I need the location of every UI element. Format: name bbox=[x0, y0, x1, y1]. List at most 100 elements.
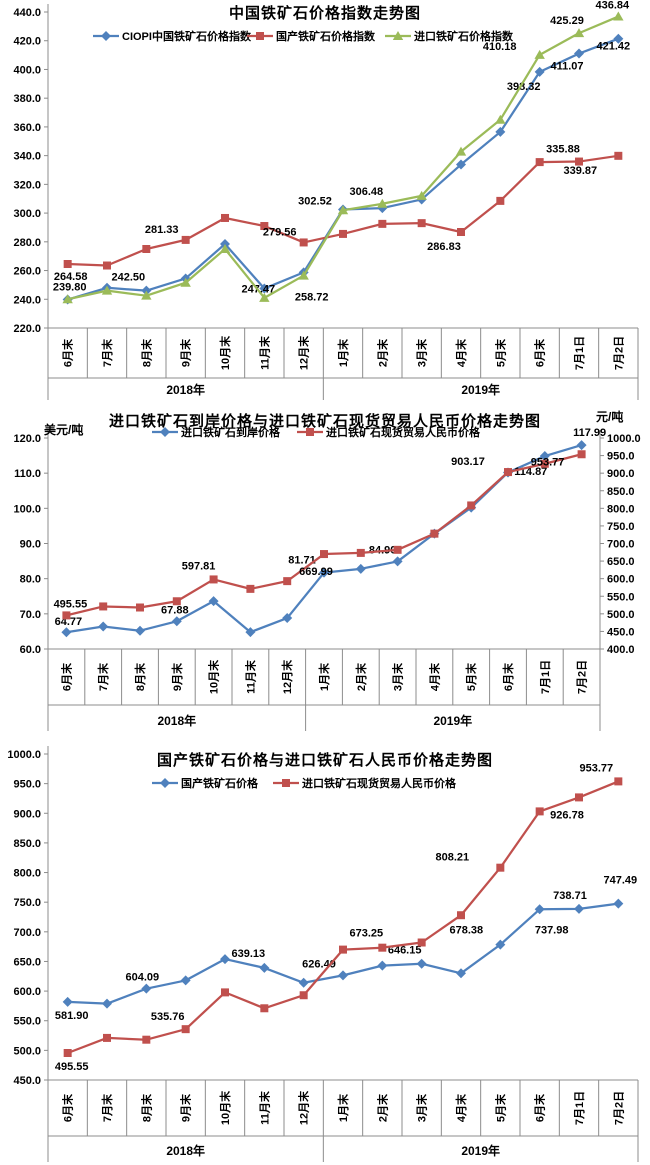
legend-label: CIOPI中国铁矿石价格指数 bbox=[122, 29, 252, 43]
y-axis-tick-label: 420.0 bbox=[13, 36, 41, 48]
x-axis-category-label: 7月2日 bbox=[612, 1091, 625, 1125]
left-axis-unit-label: 美元/吨 bbox=[44, 423, 84, 437]
diamond-marker-icon bbox=[574, 48, 584, 59]
x-axis-category-label: 1月末 bbox=[336, 338, 350, 367]
diamond-marker-icon bbox=[495, 939, 506, 950]
legend-label: 进口铁矿石现货贸易人民币价格 bbox=[302, 776, 457, 790]
x-axis-category-label: 10月末 bbox=[218, 335, 232, 370]
y-axis-tick-label: 600.0 bbox=[13, 986, 41, 998]
y-axis-tick-label: 220.0 bbox=[13, 323, 41, 335]
x-axis-category-label: 8月末 bbox=[139, 338, 153, 367]
x-axis-category-label: 7月1日 bbox=[573, 336, 586, 370]
y-axis-tick-label: 70.0 bbox=[20, 609, 41, 621]
triangle-marker-icon bbox=[495, 114, 506, 124]
x-axis-category-label: 10月末 bbox=[218, 1090, 232, 1125]
diamond-marker-icon bbox=[245, 627, 256, 638]
diamond-marker-icon bbox=[392, 556, 403, 567]
data-point-label: 669.99 bbox=[299, 566, 333, 578]
y-axis-tick-label: 280.0 bbox=[13, 237, 41, 249]
diamond-marker-icon bbox=[576, 440, 587, 451]
y-axis-tick-label: 300.0 bbox=[13, 208, 41, 220]
square-marker-icon bbox=[282, 779, 290, 787]
y-axis-tick-label: 850.0 bbox=[13, 838, 41, 850]
domestic-vs-import-chart-section: 国产铁矿石价格与进口铁矿石人民币价格走势图 450.0 500.0 550.0 600… bbox=[0, 745, 650, 1165]
square-marker-icon bbox=[535, 807, 544, 816]
triangle-marker-icon bbox=[455, 146, 467, 156]
square-marker-icon bbox=[320, 550, 328, 559]
x-axis-table: 6月末 7月末 8月末 9月末 10月末 11月末 12月末 1月末 2月末 3月末 4月末 5月末 6… bbox=[47, 327, 639, 400]
right-y-axis-tick-label: 700.0 bbox=[607, 539, 635, 551]
diamond-marker-icon bbox=[180, 975, 191, 986]
x-axis-table: 6月末 7月末 8月末 9月末 10月末 11月末 12月末 1月末 2月末 3月末 4月末 5月末 6… bbox=[47, 1079, 639, 1162]
square-marker-icon bbox=[63, 259, 72, 268]
square-marker-icon bbox=[99, 602, 108, 611]
data-point-label: 64.77 bbox=[55, 616, 83, 628]
triangle-marker-icon bbox=[534, 49, 545, 59]
x-axis-category-label: 6月末 bbox=[533, 338, 547, 367]
x-axis-year-label: 2019年 bbox=[461, 1143, 500, 1158]
x-axis-category-label: 4月末 bbox=[454, 338, 468, 367]
y-axis-tick-label: 500.0 bbox=[13, 1045, 41, 1057]
square-marker-icon bbox=[577, 450, 586, 459]
legend-label: 国产铁矿石价格指数 bbox=[276, 29, 376, 43]
diamond-marker-icon bbox=[416, 958, 427, 969]
series-line bbox=[67, 37, 619, 301]
data-point-label: 639.13 bbox=[232, 948, 266, 960]
data-point-label: 903.17 bbox=[451, 456, 485, 468]
x-axis-category-label: 3月末 bbox=[415, 1093, 429, 1122]
legend-label: 进口铁矿石到岸价格 bbox=[181, 425, 281, 439]
y-axis-tick-label: 340.0 bbox=[13, 151, 41, 163]
square-marker-icon bbox=[103, 1033, 111, 1042]
y-axis-tick-label: 120.0 bbox=[13, 433, 41, 445]
y-axis-tick-label: 110.0 bbox=[14, 468, 41, 480]
x-axis-category-label: 6月末 bbox=[61, 1093, 75, 1122]
import-price-chart-section: 进口铁矿石到岸价格与进口铁矿石现货贸易人民币价格走势图 美元/吨 元/吨 60.… bbox=[0, 405, 650, 745]
square-marker-icon bbox=[256, 32, 264, 40]
square-marker-icon bbox=[103, 261, 111, 270]
diamond-marker-icon bbox=[456, 968, 466, 979]
y-axis-tick-label: 650.0 bbox=[13, 956, 41, 968]
square-marker-icon bbox=[299, 991, 308, 1000]
diamond-marker-icon bbox=[141, 983, 152, 994]
x-axis-category-label: 10月末 bbox=[207, 659, 221, 694]
square-marker-icon bbox=[221, 213, 229, 222]
data-point-label: 306.48 bbox=[350, 186, 384, 198]
data-point-label: 926.78 bbox=[550, 809, 584, 821]
chart-legend: 进口铁矿石到岸价格 进口铁矿石现货贸易人民币价格 bbox=[152, 425, 481, 439]
square-marker-icon bbox=[221, 988, 229, 997]
data-point-label: 339.87 bbox=[564, 165, 598, 177]
square-marker-icon bbox=[181, 235, 190, 244]
ciopi-index-chart-section: 中国铁矿石价格指数走势图 220.0 240.0 260.0 280.0 300.0 32… bbox=[0, 0, 650, 405]
chart-legend: 国产铁矿石价格 进口铁矿石现货贸易人民币价格 bbox=[152, 776, 457, 790]
diamond-marker-icon bbox=[539, 451, 550, 462]
x-axis-category-label: 5月末 bbox=[493, 1093, 507, 1122]
x-axis-category-label: 2月末 bbox=[354, 662, 368, 691]
diamond-marker-icon bbox=[534, 904, 545, 915]
data-point-label: 604.09 bbox=[126, 972, 160, 984]
y-axis-tick-label: 750.0 bbox=[13, 897, 41, 909]
triangle-marker-icon bbox=[573, 28, 585, 38]
square-marker-icon bbox=[457, 228, 465, 237]
triangle-marker-icon bbox=[180, 277, 191, 287]
y-axis-tick-label: 90.0 bbox=[20, 539, 41, 551]
x-axis-category-label: 11月末 bbox=[257, 335, 271, 370]
legend-label: 进口铁矿石价格指数 bbox=[414, 29, 514, 43]
square-marker-icon bbox=[246, 584, 255, 593]
square-marker-icon bbox=[430, 529, 439, 538]
square-marker-icon bbox=[535, 158, 544, 167]
data-point-label: 286.83 bbox=[427, 241, 461, 253]
square-marker-icon bbox=[393, 545, 402, 554]
data-point-label: 398.32 bbox=[507, 81, 541, 93]
square-marker-icon bbox=[356, 548, 365, 557]
legend-item: CIOPI中国铁矿石价格指数 bbox=[93, 29, 252, 43]
y-axis-tick-label: 100.0 bbox=[13, 503, 41, 515]
data-point-label: 302.52 bbox=[298, 195, 332, 207]
data-point-label: 421.42 bbox=[597, 41, 631, 53]
right-y-axis-tick-label: 750.0 bbox=[607, 521, 635, 533]
triangle-marker-icon bbox=[613, 11, 624, 21]
square-marker-icon bbox=[142, 245, 151, 253]
diamond-marker-icon bbox=[61, 627, 72, 638]
diamond-marker-icon bbox=[98, 621, 109, 632]
chart-title: 国产铁矿石价格与进口铁矿石人民币价格走势图 bbox=[156, 752, 493, 769]
